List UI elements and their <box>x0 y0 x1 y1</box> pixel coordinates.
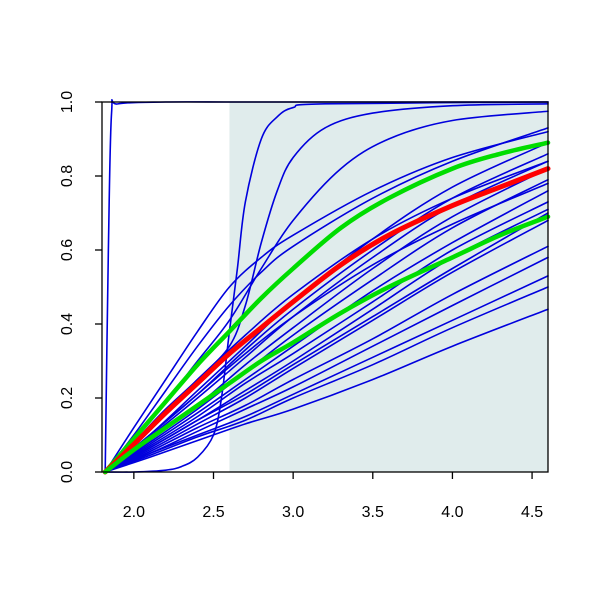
plot-frame <box>101 101 549 473</box>
sample-line-17 <box>104 275 549 473</box>
sample-line-12 <box>104 201 549 473</box>
y-tick-label: 0.2 <box>59 387 76 409</box>
sample-line-2 <box>104 103 549 473</box>
y-tick-label: 0.4 <box>59 313 76 335</box>
plot-area <box>102 99 551 475</box>
x-tick-label: 4.5 <box>521 504 543 521</box>
series-layer <box>102 99 551 475</box>
mean-line-24 <box>102 166 551 475</box>
bound-line-23 <box>102 140 551 475</box>
sample-line-1 <box>104 101 549 473</box>
sample-line-10 <box>104 178 549 473</box>
y-tick-label: 0.6 <box>59 239 76 261</box>
x-tick-label: 2.0 <box>123 504 145 521</box>
sample-line-4 <box>104 130 549 473</box>
y-tick-label: 0.0 <box>59 461 76 483</box>
y-tick-label: 0.8 <box>59 165 76 187</box>
y-axis: 0.0 0.2 0.4 0.6 0.8 1.0 <box>59 91 102 483</box>
x-tick-label: 4.0 <box>441 504 463 521</box>
sample-line-21 <box>104 182 549 473</box>
sample-line-18 <box>104 286 549 473</box>
x-tick-label: 2.5 <box>202 504 224 521</box>
sample-line-22 <box>104 212 549 473</box>
sample-line-14 <box>104 219 549 473</box>
sample-line-15 <box>104 245 549 473</box>
x-tick-label: 3.5 <box>362 504 384 521</box>
y-tick-label: 1.0 <box>59 91 76 113</box>
x-tick-label: 3.0 <box>282 504 304 521</box>
sample-line-11 <box>104 190 549 473</box>
sample-line-19 <box>104 308 549 473</box>
x-axis: 2.0 2.5 3.0 3.5 4.0 4.5 <box>123 472 543 521</box>
bound-line-25 <box>102 214 551 475</box>
sample-line-5 <box>104 127 549 473</box>
